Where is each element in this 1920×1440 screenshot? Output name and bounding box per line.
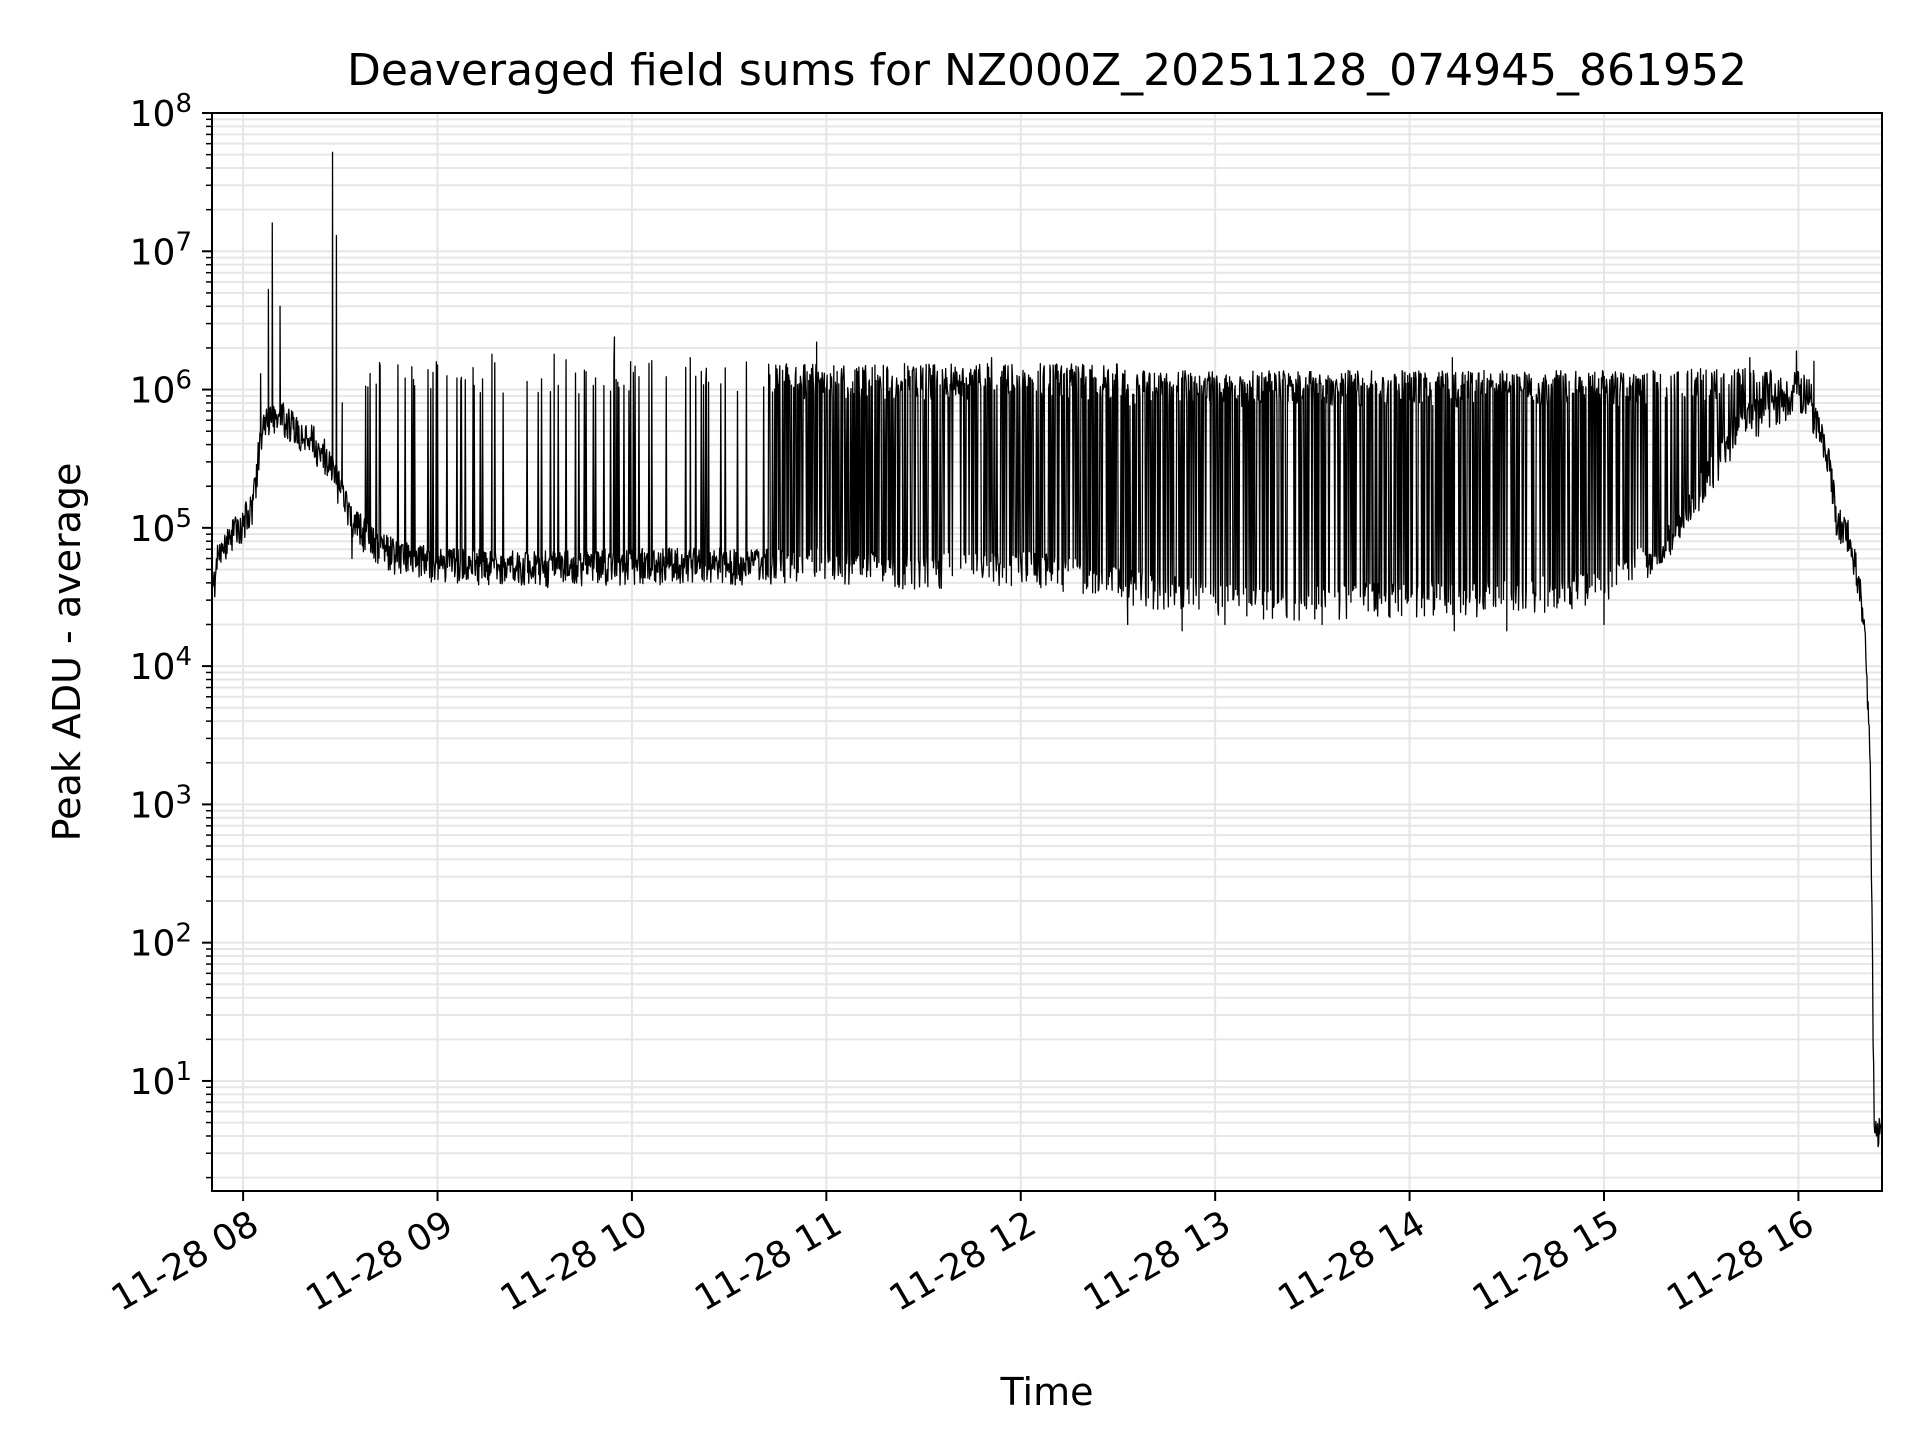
chart-title: Deaveraged field sums for NZ000Z_2025112… xyxy=(347,45,1747,96)
y-tick-label: 105 xyxy=(130,504,192,550)
y-tick-label: 108 xyxy=(130,89,192,135)
plot-frame xyxy=(211,112,1883,1192)
y-axis-ticks: 101 102 103 104 105 106 107 108 xyxy=(130,89,212,1103)
y-tick-label: 106 xyxy=(130,366,192,412)
y-tick-label: 101 xyxy=(130,1057,192,1103)
y-tick-label: 107 xyxy=(130,227,192,273)
x-axis-label: Time xyxy=(1000,1370,1094,1414)
series-line xyxy=(211,151,1883,1148)
y-axis-label: Peak ADU - average xyxy=(45,463,89,842)
y-tick-label: 104 xyxy=(130,642,192,688)
y-tick-label: 103 xyxy=(130,780,192,826)
data-series-path xyxy=(211,151,1883,1148)
y-tick-label: 102 xyxy=(130,919,192,965)
major-gridlines xyxy=(212,112,1882,1191)
